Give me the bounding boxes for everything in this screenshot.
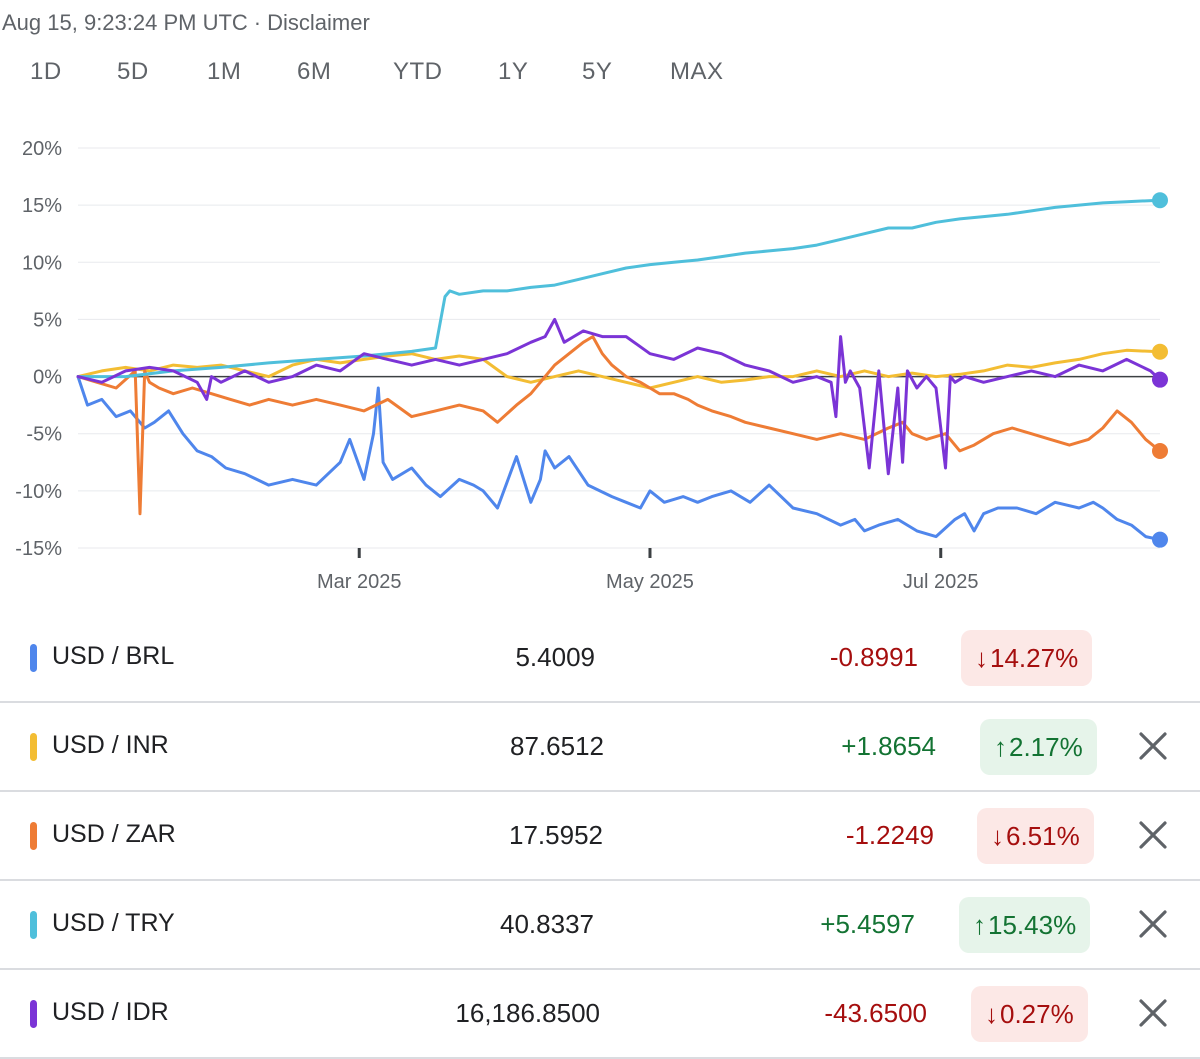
change-value: +1.8654 xyxy=(841,731,936,761)
separator: · xyxy=(253,10,262,35)
series-endpoint-usdzar xyxy=(1152,442,1168,459)
tab-1d[interactable]: 1D xyxy=(30,58,62,85)
percent-change-badge: ↓0.27% xyxy=(971,986,1088,1042)
y-tick-label: 5% xyxy=(33,309,62,331)
y-tick-label: 20% xyxy=(22,138,62,160)
arrow-down-icon: ↓ xyxy=(985,999,998,1029)
arrow-up-icon: ↑ xyxy=(994,732,1007,762)
y-tick-label: -5% xyxy=(26,424,62,446)
tab-6m[interactable]: 6M xyxy=(297,58,332,85)
series-endpoint-usdbrl xyxy=(1152,531,1168,548)
series-line-usdinr xyxy=(76,348,1162,390)
currency-pair: USD / BRL xyxy=(52,642,175,670)
tab-ytd[interactable]: YTD xyxy=(393,58,443,85)
tab-1y[interactable]: 1Y xyxy=(498,58,529,85)
currency-list: USD / BRL 5.4009 -0.8991 ↓14.27% USD / I… xyxy=(0,614,1200,1059)
currency-row-try[interactable]: USD / TRY 40.8337 +5.4597 ↑15.43% xyxy=(0,881,1200,970)
price: 17.5952 xyxy=(509,820,603,850)
currency-row-inr[interactable]: USD / INR 87.6512 +1.8654 ↑2.17% xyxy=(0,703,1200,792)
series-color-swatch xyxy=(30,822,37,850)
series-endpoint-usdidr xyxy=(1152,371,1168,388)
percent-change-badge: ↑15.43% xyxy=(959,897,1091,953)
series-color-swatch xyxy=(30,733,37,761)
price: 87.6512 xyxy=(510,731,604,761)
y-axis: 20% 15% 10% 5% 0% -5% -10% -15% xyxy=(15,138,62,560)
percent-change-badge: ↓6.51% xyxy=(977,808,1094,864)
x-axis: Mar 2025 May 2025 Jul 2025 xyxy=(317,548,979,593)
x-tick-label: May 2025 xyxy=(606,571,694,593)
y-tick-label: 0% xyxy=(33,367,62,389)
line-chart[interactable]: 20% 15% 10% 5% 0% -5% -10% -15% Mar 2025 May 202… xyxy=(0,120,1200,600)
y-tick-label: -15% xyxy=(15,538,62,560)
timestamp-bar: Aug 15, 9:23:24 PM UTC · Disclaimer xyxy=(2,10,370,36)
series-line-usdidr xyxy=(76,317,1162,476)
chart-grid xyxy=(78,147,1160,549)
disclaimer-link[interactable]: Disclaimer xyxy=(267,10,370,35)
series-color-swatch xyxy=(30,644,37,672)
currency-row-brl[interactable]: USD / BRL 5.4009 -0.8991 ↓14.27% xyxy=(0,614,1200,703)
tab-5d[interactable]: 5D xyxy=(117,58,149,85)
arrow-down-icon: ↓ xyxy=(991,821,1004,851)
arrow-down-icon: ↓ xyxy=(975,643,988,673)
x-tick-label: Mar 2025 xyxy=(317,571,402,593)
y-tick-label: -10% xyxy=(15,481,62,503)
change-value: +5.4597 xyxy=(820,909,915,939)
range-tabs: 1D 5D 1M 6M YTD 1Y 5Y MAX xyxy=(0,58,800,102)
change-value: -0.8991 xyxy=(829,642,918,672)
series-endpoint-usdtry xyxy=(1152,192,1168,209)
arrow-up-icon: ↑ xyxy=(973,910,986,940)
close-icon[interactable] xyxy=(1136,729,1170,763)
price: 16,186.8500 xyxy=(455,998,600,1028)
tab-1m[interactable]: 1M xyxy=(207,58,242,85)
close-icon[interactable] xyxy=(1136,907,1170,941)
series-color-swatch xyxy=(30,911,37,939)
chart-series xyxy=(76,198,1162,542)
tab-5y[interactable]: 5Y xyxy=(582,58,613,85)
currency-row-zar[interactable]: USD / ZAR 17.5952 -1.2249 ↓6.51% xyxy=(0,792,1200,881)
currency-pair: USD / ZAR xyxy=(52,820,176,848)
x-tick-label: Jul 2025 xyxy=(903,571,979,593)
series-endpoints xyxy=(1152,192,1168,548)
y-tick-label: 10% xyxy=(22,252,62,274)
tab-max[interactable]: MAX xyxy=(670,58,724,85)
y-tick-label: 15% xyxy=(22,195,62,217)
currency-pair: USD / IDR xyxy=(52,998,169,1026)
close-icon[interactable] xyxy=(1136,818,1170,852)
currency-row-idr[interactable]: USD / IDR 16,186.8500 -43.6500 ↓0.27% xyxy=(0,970,1200,1059)
series-line-usdbrl xyxy=(76,375,1162,542)
change-value: -43.6500 xyxy=(824,998,927,1028)
currency-pair: USD / INR xyxy=(52,731,169,759)
percent-change-badge: ↑2.17% xyxy=(980,719,1097,775)
close-icon[interactable] xyxy=(1136,996,1170,1030)
series-endpoint-usdinr xyxy=(1152,343,1168,360)
timestamp: Aug 15, 9:23:24 PM UTC xyxy=(2,10,248,35)
series-line-usdzar xyxy=(76,335,1162,516)
price: 5.4009 xyxy=(515,642,595,672)
currency-pair: USD / TRY xyxy=(52,909,175,937)
price: 40.8337 xyxy=(500,909,594,939)
change-value: -1.2249 xyxy=(845,820,934,850)
percent-change-badge: ↓14.27% xyxy=(961,630,1093,686)
series-color-swatch xyxy=(30,1000,37,1028)
series-line-usdtry xyxy=(76,198,1162,379)
